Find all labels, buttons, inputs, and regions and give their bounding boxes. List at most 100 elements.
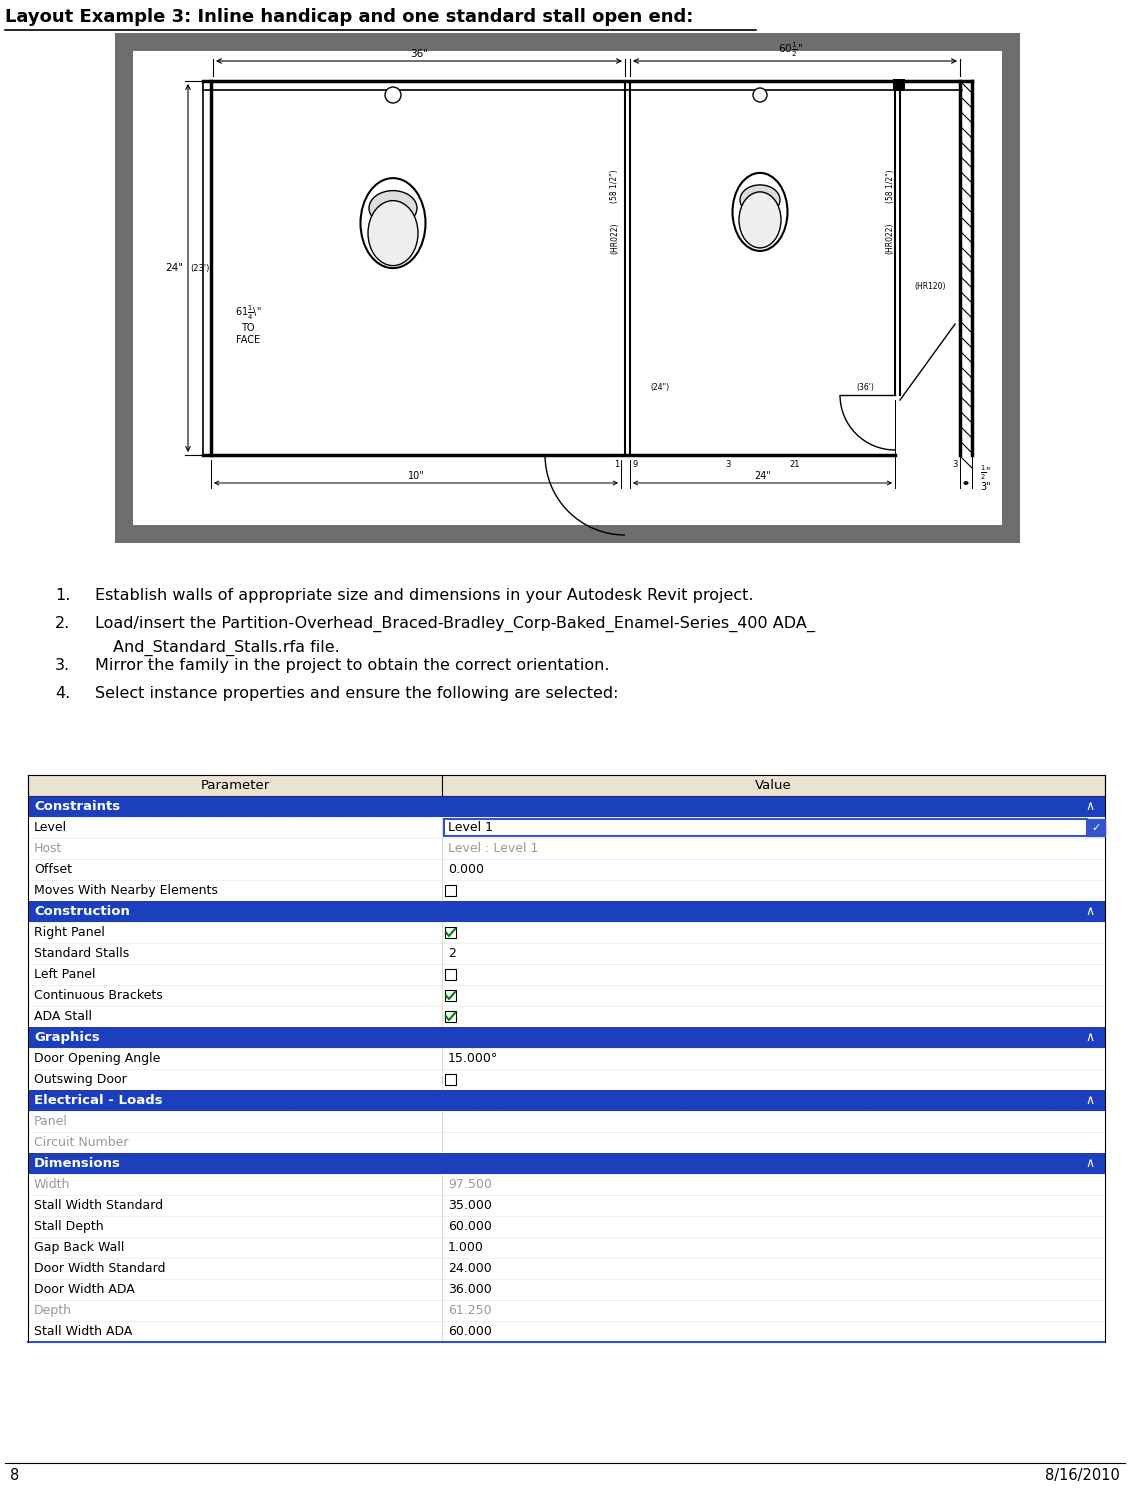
Bar [28, 838, 1105, 859]
Text: 8: 8 [10, 1469, 19, 1484]
Bar [28, 1091, 1105, 1112]
Text: Select instance properties and ensure the following are selected:: Select instance properties and ensure th… [95, 686, 618, 701]
Text: Stall Depth: Stall Depth [34, 1220, 104, 1234]
Text: 61.250: 61.250 [447, 1303, 492, 1317]
Text: 24.000: 24.000 [447, 1262, 492, 1275]
Text: 10": 10" [408, 472, 425, 481]
Text: Constraints: Constraints [34, 801, 120, 812]
Ellipse shape [360, 179, 426, 268]
Text: 2: 2 [447, 946, 455, 960]
Text: Width: Width [34, 1178, 70, 1190]
Bar [28, 1216, 1105, 1237]
Bar [28, 1132, 1105, 1153]
Bar [28, 1153, 1105, 1174]
Text: 15.000°: 15.000° [447, 1052, 498, 1065]
Text: 8/16/2010: 8/16/2010 [1045, 1469, 1120, 1484]
Bar [28, 902, 1105, 923]
Text: 24": 24" [754, 472, 771, 481]
Text: Establish walls of appropriate size and dimensions in your Autodesk Revit projec: Establish walls of appropriate size and … [95, 588, 754, 603]
Circle shape [753, 88, 767, 103]
Bar [28, 923, 1105, 943]
Bar [445, 885, 457, 896]
Text: ADA Stall: ADA Stall [34, 1010, 92, 1024]
Bar [445, 927, 457, 937]
Text: (HR120): (HR120) [914, 283, 946, 292]
Bar [28, 1280, 1105, 1301]
Text: Standard Stalls: Standard Stalls [34, 946, 129, 960]
Text: (23'): (23') [190, 263, 209, 272]
Text: $\mathregular{\frac{1}{2}}$": $\mathregular{\frac{1}{2}}$" [980, 464, 991, 482]
Text: Level : Level 1: Level : Level 1 [447, 842, 538, 856]
Text: 24": 24" [165, 263, 183, 272]
Text: Parameter: Parameter [200, 780, 270, 792]
Text: ∧: ∧ [1086, 905, 1095, 918]
Text: 36": 36" [410, 49, 428, 60]
Text: Door Width Standard: Door Width Standard [34, 1262, 165, 1275]
Text: ∧: ∧ [1086, 1158, 1095, 1170]
Text: (HR022): (HR022) [886, 222, 895, 254]
Text: 36.000: 36.000 [447, 1283, 492, 1296]
Text: Moves With Nearby Elements: Moves With Nearby Elements [34, 884, 218, 897]
Text: Panel: Panel [34, 1115, 68, 1128]
Bar [893, 79, 905, 91]
Text: Door Width ADA: Door Width ADA [34, 1283, 134, 1296]
Text: Electrical - Loads: Electrical - Loads [34, 1094, 163, 1107]
Text: Left Panel: Left Panel [34, 969, 96, 981]
Text: Dimensions: Dimensions [34, 1158, 121, 1170]
Text: Door Opening Angle: Door Opening Angle [34, 1052, 160, 1065]
Text: 3": 3" [980, 482, 991, 493]
Text: (24"): (24") [651, 384, 670, 393]
Bar [28, 1068, 1105, 1091]
Bar [28, 1048, 1105, 1068]
Text: ∧: ∧ [1086, 1094, 1095, 1107]
Text: 1.000: 1.000 [447, 1241, 484, 1254]
Bar [28, 1027, 1105, 1048]
Bar [28, 1112, 1105, 1132]
Text: (HR022): (HR022) [610, 222, 619, 254]
Bar [28, 879, 1105, 902]
Circle shape [385, 86, 401, 103]
Bar [445, 990, 457, 1001]
Text: (36'): (36') [857, 384, 873, 393]
Text: Right Panel: Right Panel [34, 926, 105, 939]
Bar [28, 964, 1105, 985]
Ellipse shape [740, 185, 780, 214]
Text: Depth: Depth [34, 1303, 72, 1317]
Text: 9: 9 [633, 460, 637, 469]
Ellipse shape [732, 173, 788, 251]
Bar [445, 969, 457, 981]
Text: (58 1/2"): (58 1/2") [610, 170, 619, 202]
Bar [28, 1321, 1105, 1342]
Text: 1.: 1. [55, 588, 70, 603]
Text: Outswing Door: Outswing Door [34, 1073, 127, 1086]
Bar [28, 859, 1105, 879]
Text: Level: Level [34, 821, 67, 833]
Bar [28, 985, 1105, 1006]
Text: Mirror the family in the project to obtain the correct orientation.: Mirror the family in the project to obta… [95, 658, 609, 673]
Ellipse shape [370, 190, 417, 226]
Text: Layout Example 3: Inline handicap and one standard stall open end:: Layout Example 3: Inline handicap and on… [5, 7, 694, 25]
Text: Level 1: Level 1 [447, 821, 493, 833]
Bar [445, 1010, 457, 1022]
Text: Load/insert the Partition-Overhead_Braced-Bradley_Corp-Baked_Enamel-Series_400 A: Load/insert the Partition-Overhead_Brace… [95, 616, 815, 632]
Bar [28, 817, 1105, 838]
Text: 60.000: 60.000 [447, 1220, 492, 1234]
Text: ∧: ∧ [1086, 801, 1095, 812]
Text: Host: Host [34, 842, 62, 856]
Bar [28, 775, 1105, 796]
Text: 2.: 2. [55, 616, 70, 631]
Bar [115, 33, 1020, 543]
Text: Offset: Offset [34, 863, 72, 876]
Bar [445, 1074, 457, 1085]
Bar [444, 818, 1087, 836]
Bar [28, 1237, 1105, 1257]
Text: Value: Value [755, 780, 792, 792]
Text: 4.: 4. [55, 686, 70, 701]
Text: 0.000: 0.000 [447, 863, 484, 876]
Text: 3: 3 [724, 460, 730, 469]
Bar [28, 1174, 1105, 1195]
Bar [28, 943, 1105, 964]
Text: ∧: ∧ [1086, 1031, 1095, 1045]
Text: Stall Width Standard: Stall Width Standard [34, 1199, 163, 1213]
Bar [133, 51, 1002, 525]
